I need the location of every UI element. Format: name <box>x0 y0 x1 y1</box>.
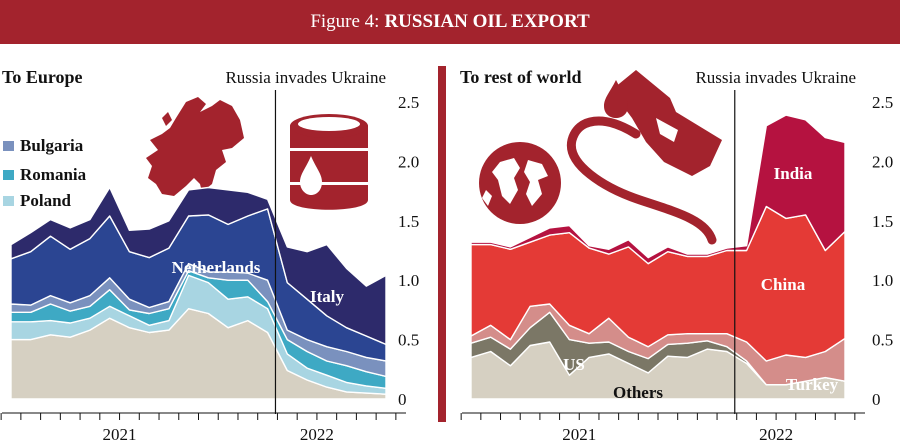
series-label-india: India <box>774 164 813 183</box>
legend-label-romania: Romania <box>20 165 87 184</box>
legend-label-poland: Poland <box>20 191 72 210</box>
panel-divider <box>438 66 446 422</box>
event-annotation-rest-of-world: Russia invades Ukraine <box>695 68 856 87</box>
europe-map-icon <box>146 97 244 196</box>
legend-label-bulgaria: Bulgaria <box>20 136 84 155</box>
area-world-india <box>470 114 846 265</box>
series-label-others: Others <box>613 383 663 402</box>
y-tick-label-europe: 2.5 <box>398 93 419 112</box>
event-annotation-europe: Russia invades Ukraine <box>225 68 386 87</box>
figure-title: RUSSIAN OIL EXPORT <box>384 11 590 32</box>
series-label-turkey: Turkey <box>786 375 839 394</box>
legend-swatch-romania <box>3 170 14 180</box>
area-europe-italy <box>10 186 387 346</box>
panel-title-europe: To Europe <box>2 67 83 87</box>
oil-barrel-icon <box>290 114 368 210</box>
x-tick-label-europe: 2022 <box>300 425 334 441</box>
rest-of-world-panel: To rest of world Russia invades Ukraine … <box>460 67 893 441</box>
series-label-italy: Italy <box>310 287 345 306</box>
y-tick-label-europe: 2.0 <box>398 152 419 171</box>
europe-panel: To Europe Russia invades Ukraine 0 0.5 1.0… <box>0 67 419 441</box>
figure-label: Figure 4: <box>310 11 380 32</box>
series-label-china: China <box>761 275 806 294</box>
y-tick-label-world: 2.0 <box>872 152 893 171</box>
series-label-netherlands: Netherlands <box>172 258 261 277</box>
y-tick-label-europe: 1.0 <box>398 271 419 290</box>
y-tick-label-world: 0.5 <box>872 331 893 350</box>
figure-banner: Figure 4: RUSSIAN OIL EXPORT <box>0 0 900 44</box>
x-tick-label-world: 2021 <box>562 425 596 441</box>
series-label-us: US <box>563 355 585 374</box>
x-tick-label-world: 2022 <box>759 425 793 441</box>
y-tick-label-europe: 0 <box>398 390 407 409</box>
y-tick-label-world: 1.5 <box>872 212 893 231</box>
panel-title-rest-of-world: To rest of world <box>460 67 582 87</box>
legend: Bulgaria Romania Poland <box>3 136 87 210</box>
x-tick-label-europe: 2021 <box>103 425 137 441</box>
globe-icon <box>479 142 561 224</box>
y-tick-label-world: 1.0 <box>872 271 893 290</box>
fuel-nozzle-icon <box>566 70 722 245</box>
legend-swatch-bulgaria <box>3 141 14 151</box>
rest-of-world-plot-area: 0 0.5 1.0 1.5 2.0 2.5 2021 2022 <box>460 90 893 441</box>
legend-swatch-poland <box>3 196 14 206</box>
y-tick-label-europe: 1.5 <box>398 212 419 231</box>
europe-plot-area: 0 0.5 1.0 1.5 2.0 2.5 2021 2022 <box>0 90 419 441</box>
y-tick-label-europe: 0.5 <box>398 331 419 350</box>
y-tick-label-world: 2.5 <box>872 93 893 112</box>
oil-export-charts: To Europe Russia invades Ukraine 0 0.5 1.0… <box>0 67 893 441</box>
y-tick-label-world: 0 <box>872 390 881 409</box>
